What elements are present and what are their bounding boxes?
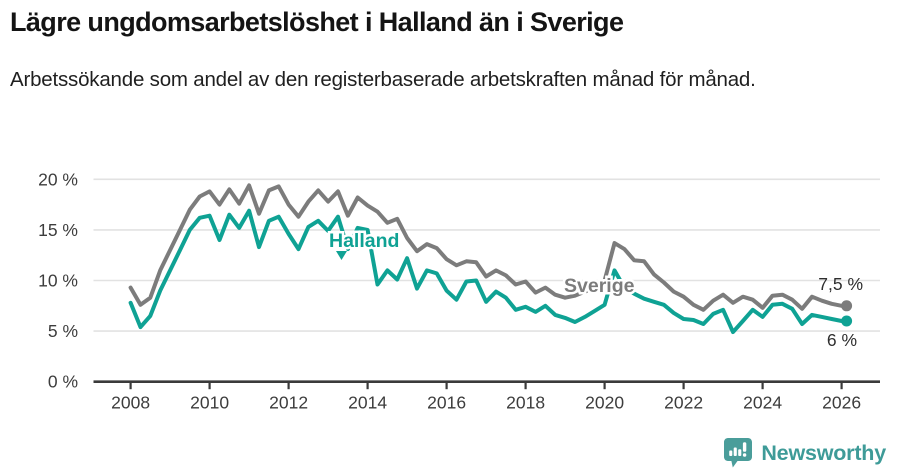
halland-marker-triangle-icon bbox=[336, 251, 347, 260]
x-tick-label-2020: 2020 bbox=[585, 393, 624, 413]
y-tick-label-20: 20 % bbox=[38, 169, 78, 189]
end-dot-halland bbox=[841, 315, 853, 327]
y-tick-label-15: 15 % bbox=[38, 220, 78, 240]
series-line-sverige bbox=[128, 183, 844, 312]
newsworthy-wordmark: Newsworthy bbox=[761, 440, 886, 465]
end-value-sverige: 7,5 % bbox=[818, 274, 863, 294]
x-axis: 2008 2010 2012 2014 2016 2018 2020 2022 2024 2026 bbox=[93, 380, 880, 413]
y-tick-label-10: 10 % bbox=[38, 271, 78, 291]
y-tick-label-0: 0 % bbox=[48, 372, 78, 392]
x-tick-label-2016: 2016 bbox=[427, 393, 466, 413]
x-tick-label-2008: 2008 bbox=[111, 393, 150, 413]
chart-subtitle: Arbetssökande som andel av den registerb… bbox=[10, 68, 756, 92]
header: Lägre ungdomsarbetslöshet i Halland än i… bbox=[10, 6, 890, 96]
newsworthy-logo[interactable]: Newsworthy bbox=[723, 437, 886, 469]
x-tick-label-2012: 2012 bbox=[269, 393, 308, 413]
x-tick-label-2018: 2018 bbox=[506, 393, 545, 413]
x-tick-label-2010: 2010 bbox=[190, 393, 229, 413]
chart-labels: Halland Sverige 7,5 % 6 % bbox=[327, 228, 864, 351]
x-tick-label-2014: 2014 bbox=[348, 393, 387, 413]
series-lines bbox=[128, 183, 853, 335]
end-value-halland: 6 % bbox=[827, 330, 857, 350]
series-label-sverige: Sverige bbox=[564, 275, 635, 297]
y-tick-label-5: 5 % bbox=[48, 321, 78, 341]
series-line-halland bbox=[128, 208, 844, 335]
x-tick-label-2026: 2026 bbox=[822, 393, 861, 413]
series-label-halland: Halland bbox=[329, 230, 399, 252]
end-dot-sverige bbox=[841, 300, 853, 312]
x-tick-label-2022: 2022 bbox=[664, 393, 703, 413]
gridlines: 0 % 5 % 10 % 15 % 20 % bbox=[38, 169, 880, 392]
x-tick-label-2024: 2024 bbox=[743, 393, 782, 413]
newsworthy-bubble-chart-icon bbox=[724, 438, 753, 468]
chart-title: Lägre ungdomsarbetslöshet i Halland än i… bbox=[10, 7, 624, 37]
